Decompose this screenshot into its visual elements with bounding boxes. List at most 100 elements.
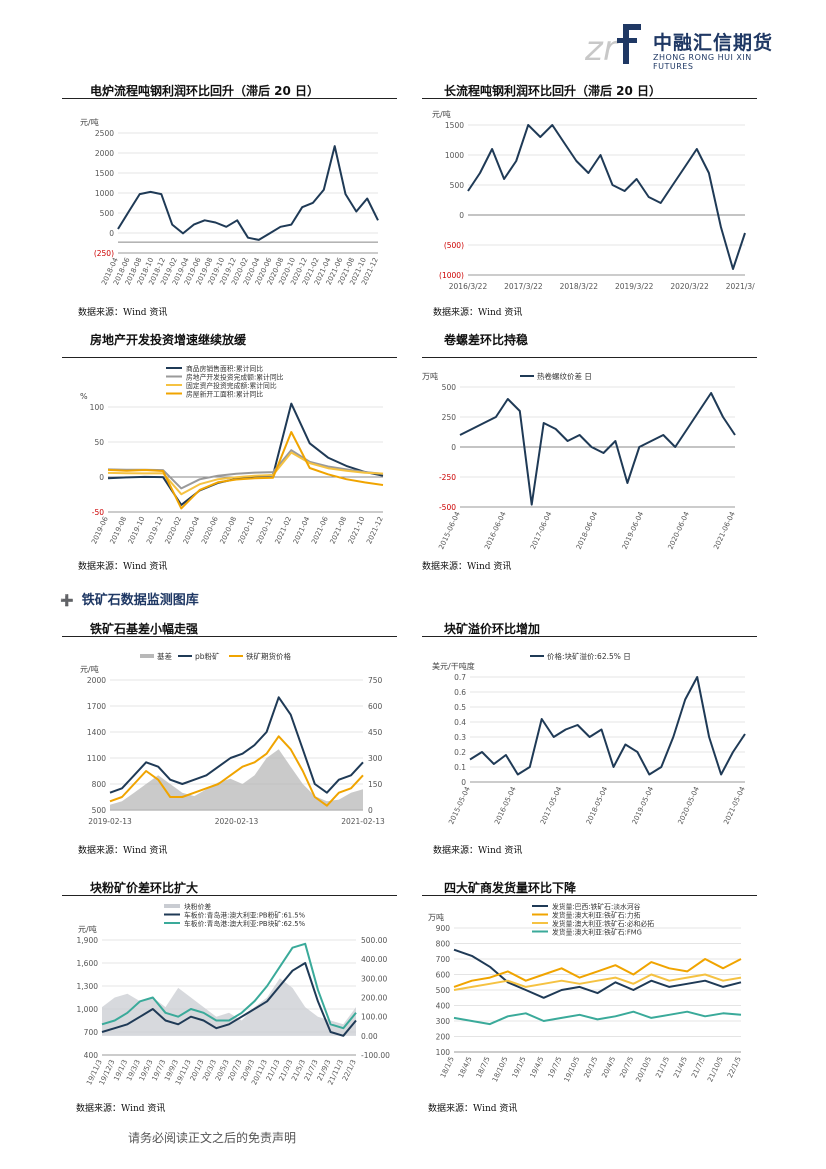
x-tick-label: 21/4/5 [672, 1055, 689, 1079]
x-tick-label: 2020-06-04 [667, 510, 692, 551]
y-tick-label: 2500 [95, 129, 114, 138]
y-tick-label: 0 [461, 778, 466, 787]
x-tick-label: 2019-06 [90, 515, 110, 545]
x-tick-label: 2019/3/22 [615, 282, 654, 291]
series-line [109, 696, 364, 794]
y-tick-label: 0.5 [454, 703, 466, 712]
legend-label: pb粉矿 [195, 651, 220, 661]
legend-label: 发货量:澳大利亚:铁矿石:必和必拓 [552, 919, 654, 928]
x-tick-label: 18/7/5 [475, 1055, 492, 1079]
x-tick-label: 2016-05-04 [493, 785, 518, 826]
y-tick-label: 1000 [95, 189, 114, 198]
x-tick-label: 2020-06 [200, 515, 220, 545]
y-tick-label: 700 [436, 955, 451, 964]
y-tick-label: 1,900 [77, 936, 99, 945]
x-tick-label: 2020-12 [255, 515, 275, 545]
legend-label: 房屋新开工面积:累计同比 [186, 390, 263, 399]
series-line [109, 735, 364, 807]
y-axis-label: 元/吨 [78, 924, 97, 934]
y-tick-label: 0 [109, 229, 114, 238]
x-tick-label: 2021-06 [310, 515, 330, 545]
x-tick-label: 2019-06-04 [621, 510, 646, 551]
y-tick-label: 0 [459, 211, 464, 220]
y-right-tick-label: 200.00 [361, 994, 387, 1003]
x-tick-label: 20/7/5 [618, 1055, 635, 1079]
chart-source: 数据来源：Wind 资讯 [78, 308, 168, 318]
title-rule [422, 357, 757, 358]
series-line [107, 402, 384, 506]
y-tick-label: 1,600 [77, 959, 99, 968]
section-title: 铁矿石数据监测图库 [81, 593, 199, 608]
y-right-tick-label: 400.00 [361, 955, 387, 964]
chart-steel-profit-eaf: 元/吨25002000150010005000(250)2018-042018-… [80, 117, 380, 286]
y-tick-label: 500 [92, 806, 107, 815]
chart-source: 数据来源：Wind 资讯 [76, 1104, 166, 1114]
legend-label: 车板价:青岛港:澳大利亚:PB粉矿:61.5% [184, 911, 306, 920]
y-axis-label: 万吨 [422, 371, 438, 381]
chart-title: 块粉矿价差环比扩大 [90, 881, 199, 895]
x-tick-label: 2021-02-13 [341, 817, 385, 826]
y-tick-label: 300 [436, 1017, 451, 1026]
series-line [453, 948, 742, 999]
x-tick-label: 19/10/5 [563, 1055, 582, 1083]
legend-label: 价格:块矿溢价:62.5% 日 [547, 651, 631, 661]
y-tick-label: 1500 [95, 169, 114, 178]
x-tick-label: 2021-05-04 [722, 785, 747, 826]
bullet-icon: ➕ [60, 594, 74, 607]
y-tick-label: 500 [436, 986, 451, 995]
y-right-tick-label: 500.00 [361, 936, 387, 945]
x-tick-label: 2021-02 [274, 515, 294, 545]
chart-title: 长流程吨钢利润环比回升（滞后 20 日） [444, 84, 662, 98]
y-right-tick-label: 150 [368, 780, 383, 789]
logo-mark-icon: z r [585, 24, 641, 66]
y-tick-label: (500) [444, 241, 464, 250]
y-tick-label: 500 [442, 383, 457, 392]
x-tick-label: 2019-08 [109, 515, 129, 545]
series-line [107, 431, 384, 510]
y-tick-label: (1000) [439, 271, 464, 280]
y-right-tick-label: 300 [368, 754, 383, 763]
x-tick-label: 18/4/5 [457, 1055, 474, 1079]
y-right-tick-label: 600 [368, 702, 383, 711]
x-tick-label: 2021-10 [347, 515, 367, 545]
series-line [101, 942, 357, 1030]
y-tick-label: 400 [436, 1002, 451, 1011]
x-tick-label: 22/1/5 [726, 1055, 743, 1079]
x-tick-label: 2018-06-04 [575, 510, 600, 551]
chart-source: 数据来源：Wind 资讯 [433, 308, 523, 318]
x-tick-label: 20/4/5 [600, 1055, 617, 1079]
x-tick-label: 2017/3/22 [504, 282, 543, 291]
y-tick-label: 100 [436, 1048, 451, 1057]
legend-label: 发货量:澳大利亚:铁矿石:力拓 [552, 911, 641, 920]
y-tick-label: 2000 [95, 149, 114, 158]
y-tick-label: -50 [92, 508, 104, 517]
x-tick-label: 19/7/5 [547, 1055, 564, 1079]
y-tick-label: 50 [94, 438, 104, 447]
y-tick-label: 1500 [445, 121, 464, 130]
chart-source: 数据来源：Wind 资讯 [78, 846, 168, 856]
y-tick-label: 0 [99, 473, 104, 482]
legend-label: 商品房销售面积:累计同比 [186, 364, 263, 373]
x-tick-label: 2020-04 [182, 515, 202, 545]
y-tick-label: 900 [436, 924, 451, 933]
y-tick-label: 1700 [87, 702, 106, 711]
chart-source: 数据来源：Wind 资讯 [422, 562, 512, 572]
x-tick-label: 2018/3/22 [560, 282, 599, 291]
legend-label: 房地产开发投资完成额:累计同比 [186, 373, 284, 382]
series-line [453, 973, 742, 991]
y-tick-label: (250) [94, 249, 114, 258]
x-tick-label: 2021-12 [365, 515, 385, 545]
x-tick-label: 19/4/5 [529, 1055, 546, 1079]
x-tick-label: 2019-12 [145, 515, 165, 545]
y-tick-label: -500 [439, 503, 456, 512]
svg-text:r: r [603, 29, 619, 66]
x-tick-label: 18/1/5 [439, 1055, 456, 1079]
company-logo: z r 中融汇信期货 ZHONG RONG HUI XIN FUTURES [585, 20, 775, 71]
y-tick-label: 600 [436, 971, 451, 980]
legend-label: 固定资产投资完成额:累计同比 [186, 381, 277, 390]
y-tick-label: 0 [451, 443, 456, 452]
logo-cn-text: 中融汇信期货 [653, 32, 774, 54]
y-tick-label: 0.4 [454, 718, 466, 727]
